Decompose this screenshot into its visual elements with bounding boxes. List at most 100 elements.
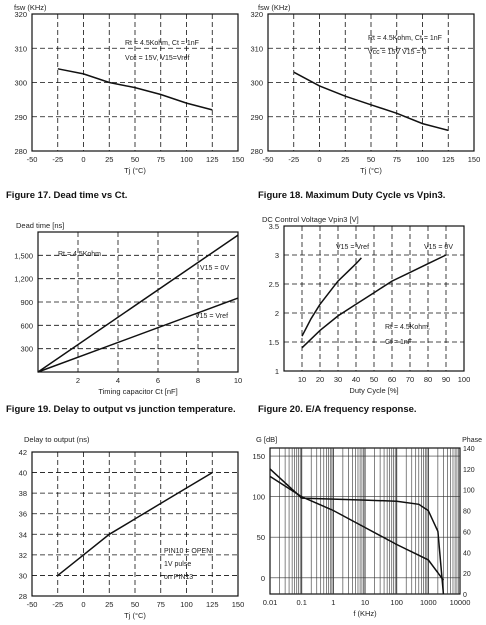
y-tick-label: 50 xyxy=(257,533,265,542)
y-tick-label: 1,200 xyxy=(14,275,33,284)
x-tick-label: 100 xyxy=(180,155,193,164)
x-tick-label: 150 xyxy=(468,155,481,164)
y-tick-label: 32 xyxy=(19,551,27,560)
x-axis-label: Tj (°C) xyxy=(124,166,146,175)
y-right-tick-label: 60 xyxy=(463,529,471,536)
x-tick-label: 75 xyxy=(157,155,165,164)
x-tick-label: 0.01 xyxy=(263,598,278,607)
figure-18-caption: Figure 18. Maximum Duty Cycle vs Vpin3. xyxy=(258,190,446,201)
y-tick-label: 290 xyxy=(14,113,27,122)
x-tick-label: 10 xyxy=(361,598,369,607)
y-tick-label: 300 xyxy=(20,345,33,354)
y-tick-label: 42 xyxy=(19,448,27,457)
x-tick-label: 70 xyxy=(406,375,414,384)
y-tick-label: 0 xyxy=(261,574,265,583)
chart-title: DC Control Voltage Vpin3 [V] xyxy=(262,215,359,224)
chart-delay-vs-tj: -50 -25 0 25 50 75 100 125 150 28 30 32 34 36 38 40 42 De… xyxy=(19,435,245,620)
y-right-tick-label: 0 xyxy=(463,592,467,599)
x-tick-label: 4 xyxy=(116,376,120,385)
y-tick-label: 36 xyxy=(19,510,27,519)
chart-annotation: on PIN13 xyxy=(164,574,193,581)
series-label: V15 = 0V xyxy=(424,244,453,251)
chart-annotation: Vcc = 15V V15 = 0 xyxy=(368,49,426,56)
series-line xyxy=(37,297,239,373)
y-tick-label: 310 xyxy=(14,44,27,53)
x-tick-label: 40 xyxy=(352,375,360,384)
y-tick-label: 280 xyxy=(14,147,27,156)
series-line xyxy=(269,475,445,581)
chart-fsw-vs-tj-1: -50 -25 0 25 50 75 100 125 150 280 290 300 310 320fsw… xyxy=(14,3,244,175)
y-axis-label: fsw (KHz) xyxy=(14,3,47,12)
x-tick-label: 0.1 xyxy=(296,598,306,607)
y-tick-label: 1.5 xyxy=(269,338,279,347)
series-line xyxy=(57,471,213,576)
x-tick-label: 10 xyxy=(234,376,242,385)
x-tick-label: 75 xyxy=(157,600,165,609)
x-tick-label: 0 xyxy=(81,600,85,609)
y-tick-label: 100 xyxy=(252,493,265,502)
x-tick-label: 30 xyxy=(334,375,342,384)
x-axis-label: Timing capacitor Ct [nF] xyxy=(98,387,177,396)
y-tick-label: 290 xyxy=(250,113,263,122)
x-axis-label: Tj (°C) xyxy=(124,611,146,620)
x-tick-label: 10 xyxy=(298,375,306,384)
x-tick-label: 25 xyxy=(341,155,349,164)
x-tick-label: 2 xyxy=(76,376,80,385)
x-tick-label: 10000 xyxy=(450,598,471,607)
x-tick-label: 25 xyxy=(105,155,113,164)
x-tick-label: 0 xyxy=(81,155,85,164)
x-tick-label: 125 xyxy=(442,155,455,164)
x-tick-label: -50 xyxy=(263,155,274,164)
x-tick-label: -25 xyxy=(52,155,63,164)
figure-19-caption: Figure 19. Delay to output vs junction t… xyxy=(6,404,236,415)
x-tick-label: 20 xyxy=(316,375,324,384)
x-tick-label: 0 xyxy=(317,155,321,164)
y-right-tick-label: 40 xyxy=(463,550,471,557)
x-tick-label: 1 xyxy=(331,598,335,607)
chart-annotation: 1V pulse xyxy=(164,561,191,568)
y-tick-label: 600 xyxy=(20,321,33,330)
y-tick-label: 320 xyxy=(250,10,263,19)
x-tick-label: -25 xyxy=(288,155,299,164)
chart-max-duty-vs-vpin3: 10 20 30 40 50 60 70 80 90 100 1 1.5 2 2.5 3 3.5DC Cont… xyxy=(262,215,470,395)
x-tick-label: 90 xyxy=(442,375,450,384)
chart-annotation: PIN10 = OPEN xyxy=(164,548,211,555)
chart-dead-time-vs-ct: 2 4 6 8 10 300 600 900 1,200 1,500 Dead time [ns] T… xyxy=(14,221,242,396)
x-tick-label: 100 xyxy=(180,600,193,609)
chart-annotation: Vcc = 15V, V15=Vref xyxy=(125,55,190,62)
chart-fsw-vs-tj-2: -50 -25 0 25 50 75 100 125 150 280 290 300 310 320fsw… xyxy=(250,3,480,175)
x-tick-label: 50 xyxy=(131,600,139,609)
chart-annotation: Rt = 4.5Kohm, Ct = 1nF xyxy=(368,35,442,42)
x-tick-label: 100 xyxy=(458,375,471,384)
x-tick-label: 50 xyxy=(131,155,139,164)
figure-20-caption: Figure 20. E/A frequency response. xyxy=(258,404,417,415)
y-right-tick-label: 20 xyxy=(463,571,471,578)
y-axis-label: Delay to output (ns) xyxy=(24,435,90,444)
y-right-tick-label: 100 xyxy=(463,488,475,495)
y-right-tick-label: 120 xyxy=(463,467,475,474)
x-tick-label: 80 xyxy=(424,375,432,384)
x-tick-label: 75 xyxy=(393,155,401,164)
y-tick-label: 150 xyxy=(252,452,265,461)
x-tick-label: 150 xyxy=(232,600,245,609)
x-tick-label: 1000 xyxy=(420,598,437,607)
y-tick-label: 38 xyxy=(19,489,27,498)
x-tick-label: 50 xyxy=(367,155,375,164)
y-tick-label: 900 xyxy=(20,298,33,307)
x-tick-label: 60 xyxy=(388,375,396,384)
x-axis-label: Tj (°C) xyxy=(360,166,382,175)
series-line xyxy=(57,68,213,111)
y-tick-label: 1,500 xyxy=(14,251,33,260)
y-tick-label: 310 xyxy=(250,44,263,53)
x-tick-label: 8 xyxy=(196,376,200,385)
series-line xyxy=(301,254,447,349)
series-label: V15 = Vref xyxy=(195,313,228,320)
y-tick-label: 320 xyxy=(14,10,27,19)
y-tick-label: 280 xyxy=(250,147,263,156)
y-tick-label: 3.5 xyxy=(269,222,279,231)
y-right-tick-label: 80 xyxy=(463,509,471,516)
y-tick-label: 30 xyxy=(19,571,27,580)
y-tick-label: 3 xyxy=(275,251,279,260)
